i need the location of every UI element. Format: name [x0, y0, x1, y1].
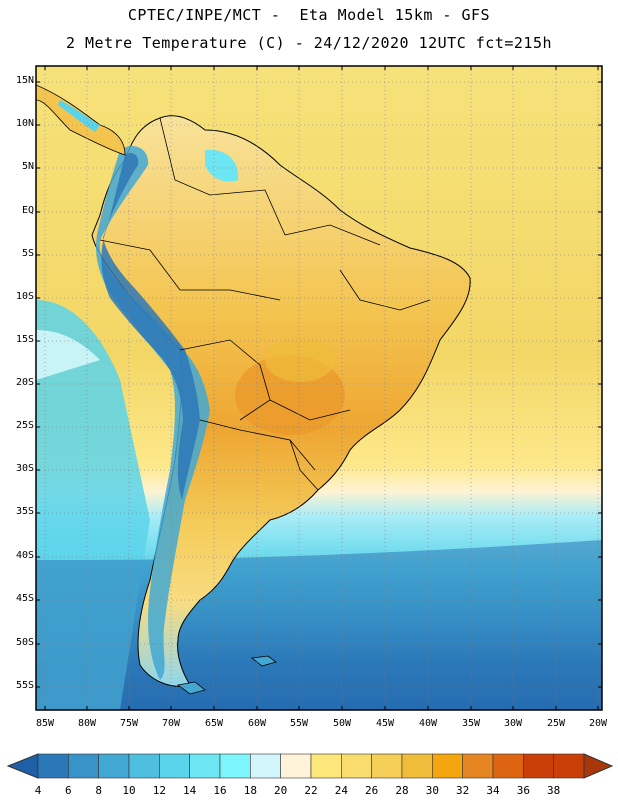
lon-label: 20W [588, 718, 608, 729]
colorbar-label: 8 [95, 784, 102, 797]
lat-label: 35S [15, 506, 34, 517]
warm-secondary-region [265, 338, 335, 382]
colorbar-swatch [189, 753, 221, 779]
lat-label: 5N [21, 161, 34, 172]
colorbar-swatch [432, 753, 463, 779]
lat-label: 25S [15, 420, 34, 431]
colorbar-label: 28 [395, 784, 409, 797]
lon-label: 45W [375, 718, 395, 729]
southern-ocean-region [36, 540, 602, 710]
lon-label: 85W [35, 718, 55, 729]
falkland-islands [251, 655, 277, 667]
lon-label: 60W [247, 718, 267, 729]
colorbar-swatch [128, 753, 160, 779]
lon-label: 25W [546, 718, 566, 729]
lon-label: 70W [161, 718, 181, 729]
lat-label: 15S [15, 334, 34, 345]
lon-label: 50W [332, 718, 352, 729]
colorbar-label: 24 [334, 784, 348, 797]
lat-label: 55S [15, 680, 34, 691]
lat-label: 5S [21, 248, 34, 259]
colorbar-label: 34 [486, 784, 500, 797]
lat-label: 15N [15, 75, 34, 86]
lat-label: 10N [15, 118, 34, 129]
colorbar-swatch [523, 753, 554, 779]
map-title-line2: 2 Metre Temperature (C) - 24/12/2020 12U… [65, 34, 553, 52]
colorbar-label: 14 [183, 784, 197, 797]
lon-label: 75W [119, 718, 139, 729]
colorbar-label: 20 [274, 784, 288, 797]
colorbar-label: 26 [365, 784, 379, 797]
tierra-del-fuego [177, 681, 206, 695]
map-frame [35, 65, 603, 711]
colorbar-swatch [553, 753, 585, 779]
colorbar-swatch [219, 753, 251, 779]
colorbar-label: 30 [425, 784, 439, 797]
colorbar-swatch [37, 753, 69, 779]
lat-label: 50S [15, 637, 34, 648]
lat-label: 20S [15, 377, 34, 388]
lat-label: 45S [15, 593, 34, 604]
lat-label: 40S [15, 550, 34, 561]
lat-label: EQ [21, 205, 34, 216]
colorbar-swatch [68, 753, 99, 779]
colorbar-swatch [341, 753, 372, 779]
colorbar-swatch [98, 753, 130, 779]
colorbar-swatch [280, 753, 312, 779]
colorbar-swatch [371, 753, 403, 779]
colorbar-swatch [250, 753, 281, 779]
colorbar-swatch [492, 753, 524, 779]
andes-peaks [101, 153, 200, 500]
colorbar-label: 12 [152, 784, 166, 797]
colorbar-label: 22 [304, 784, 318, 797]
colorbar-label: 32 [456, 784, 470, 797]
colorbar-right-arrow [583, 753, 614, 779]
colorbar-swatch [401, 753, 433, 779]
central-america-cool [58, 100, 100, 132]
colorbar-swatch [310, 753, 342, 779]
colorbar-swatch [462, 753, 494, 779]
lon-label: 80W [77, 718, 97, 729]
lon-label: 40W [418, 718, 438, 729]
lon-label: 35W [461, 718, 481, 729]
guiana-cool-patch [205, 149, 239, 182]
lon-label: 30W [503, 718, 523, 729]
map-title-line1: CPTEC/INPE/MCT - Eta Model 15km - GFS [127, 6, 491, 24]
lon-label: 55W [289, 718, 309, 729]
lat-label: 10S [15, 291, 34, 302]
lat-label: 30S [15, 463, 34, 474]
colorbar-label: 38 [547, 784, 561, 797]
colorbar-label: 6 [65, 784, 72, 797]
colorbar-label: 16 [213, 784, 227, 797]
lon-label: 65W [204, 718, 224, 729]
axis-ticks [36, 66, 602, 710]
map-area [36, 66, 602, 710]
colorbar-label: 10 [122, 784, 136, 797]
pacific-light-region [36, 330, 100, 380]
colorbar-swatch [159, 753, 190, 779]
colorbar-left-arrow [6, 753, 39, 779]
colorbar-label: 36 [516, 784, 530, 797]
graticule [36, 66, 602, 710]
colorbar-label: 4 [34, 784, 42, 797]
colorbar-label: 18 [243, 784, 257, 797]
colorbar [6, 753, 614, 779]
